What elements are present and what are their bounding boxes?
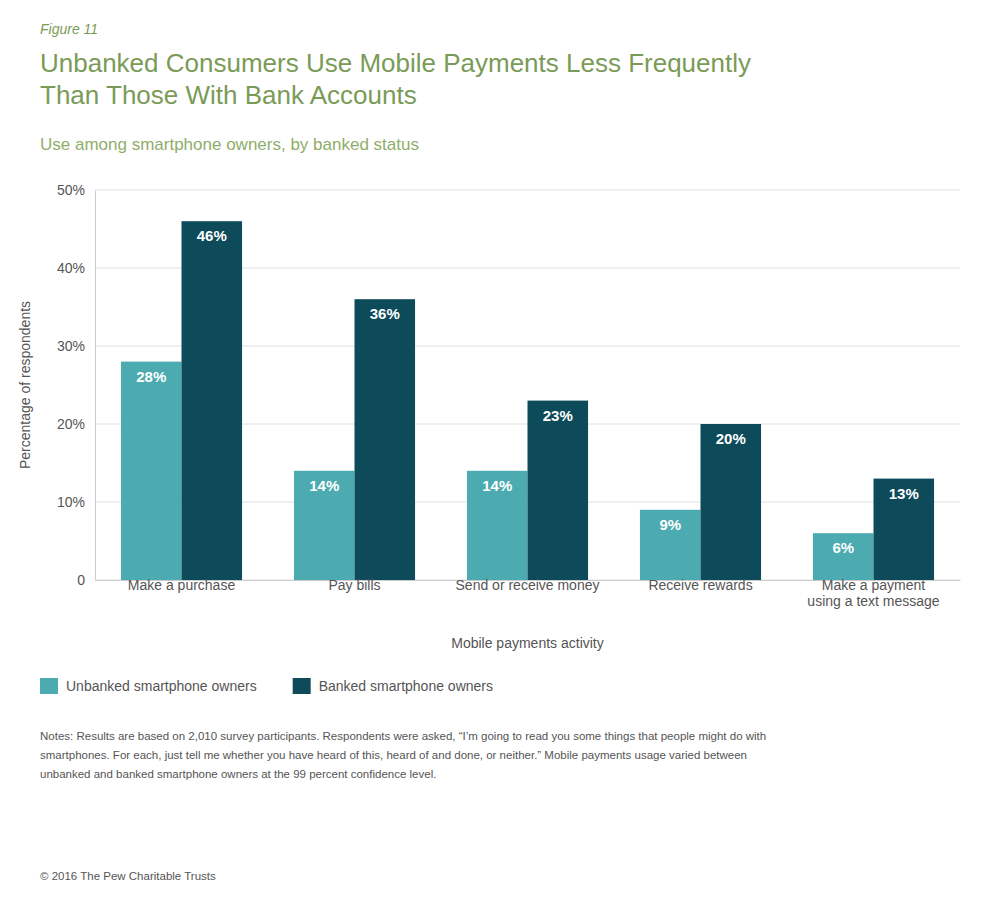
legend: Unbanked smartphone owners Banked smartph… — [40, 678, 493, 694]
y-axis-line — [95, 191, 96, 581]
data-label: 46% — [197, 227, 227, 244]
bar — [528, 401, 589, 580]
y-tick: 30% — [57, 338, 85, 354]
y-tick-label: 30% — [57, 338, 85, 354]
legend-label: Banked smartphone owners — [319, 678, 493, 694]
copyright: © 2016 The Pew Charitable Trusts — [40, 870, 216, 882]
x-tick: Pay bills — [328, 577, 380, 593]
bar — [121, 362, 182, 580]
figure-label: Figure 11 — [40, 21, 98, 37]
bars — [121, 221, 934, 580]
grid-line — [95, 190, 960, 191]
bar — [813, 533, 874, 580]
legend-swatch — [40, 678, 58, 694]
notes: Notes: Results are based on 2,010 survey… — [40, 730, 766, 780]
y-tick: 0 — [77, 572, 85, 588]
bar — [294, 471, 355, 580]
y-tick-label: 50% — [57, 182, 85, 198]
bar — [182, 221, 243, 580]
x-axis-title: Mobile payments activity — [451, 635, 604, 651]
bar — [701, 424, 762, 580]
legend-item: Unbanked smartphone owners — [40, 678, 257, 694]
data-labels: 28% 14% 14% 9% 6% 46% 36% 23% 20% 13% — [136, 227, 919, 556]
y-tick-label: 10% — [57, 494, 85, 510]
bar — [874, 479, 935, 580]
data-label: 14% — [482, 477, 512, 494]
data-label: 13% — [889, 485, 919, 502]
y-tick: 40% — [57, 260, 85, 276]
bar — [467, 471, 528, 580]
y-tick: 20% — [57, 416, 85, 432]
grid — [95, 190, 960, 580]
bar — [640, 510, 701, 580]
legend-swatch — [293, 678, 311, 694]
bar — [355, 299, 416, 580]
x-tick-label: Receive rewards — [648, 577, 752, 593]
x-tick: Make a paymentusing a text message — [807, 577, 940, 609]
legend-label: Unbanked smartphone owners — [66, 678, 257, 694]
y-tick: 50% — [57, 182, 85, 198]
legend-item: Banked smartphone owners — [293, 678, 493, 694]
x-tick: Make a purchase — [128, 577, 236, 593]
x-tick: Receive rewards — [648, 577, 752, 593]
subtitle: Use among smartphone owners, by banked s… — [40, 135, 419, 154]
title: Unbanked Consumers Use Mobile Payments L… — [40, 48, 751, 110]
data-label: 36% — [370, 305, 400, 322]
y-tick-label: 0 — [77, 572, 85, 588]
y-axis-title: Percentage of respondents — [17, 301, 33, 469]
y-tick-label: 40% — [57, 260, 85, 276]
y-tick: 10% — [57, 494, 85, 510]
y-tick-label: 20% — [57, 416, 85, 432]
y-axis: 0 10% 20% 30% 40% 50% — [57, 182, 96, 588]
x-tick-label: Send or receive money — [456, 577, 600, 593]
x-tick-label: Make a purchase — [128, 577, 236, 593]
x-tick-label: Make a paymentusing a text message — [807, 577, 940, 609]
data-label: 20% — [716, 430, 746, 447]
data-label: 9% — [659, 516, 681, 533]
data-label: 23% — [543, 407, 573, 424]
chart: Figure 11 Unbanked Consumers Use Mobile P… — [0, 0, 990, 921]
data-label: 28% — [136, 368, 166, 385]
data-label: 6% — [832, 539, 854, 556]
x-axis: Make a purchase Pay bills Send or receive … — [96, 577, 961, 609]
data-label: 14% — [309, 477, 339, 494]
series — [182, 221, 935, 580]
x-tick-label: Pay bills — [328, 577, 380, 593]
x-tick: Send or receive money — [456, 577, 600, 593]
